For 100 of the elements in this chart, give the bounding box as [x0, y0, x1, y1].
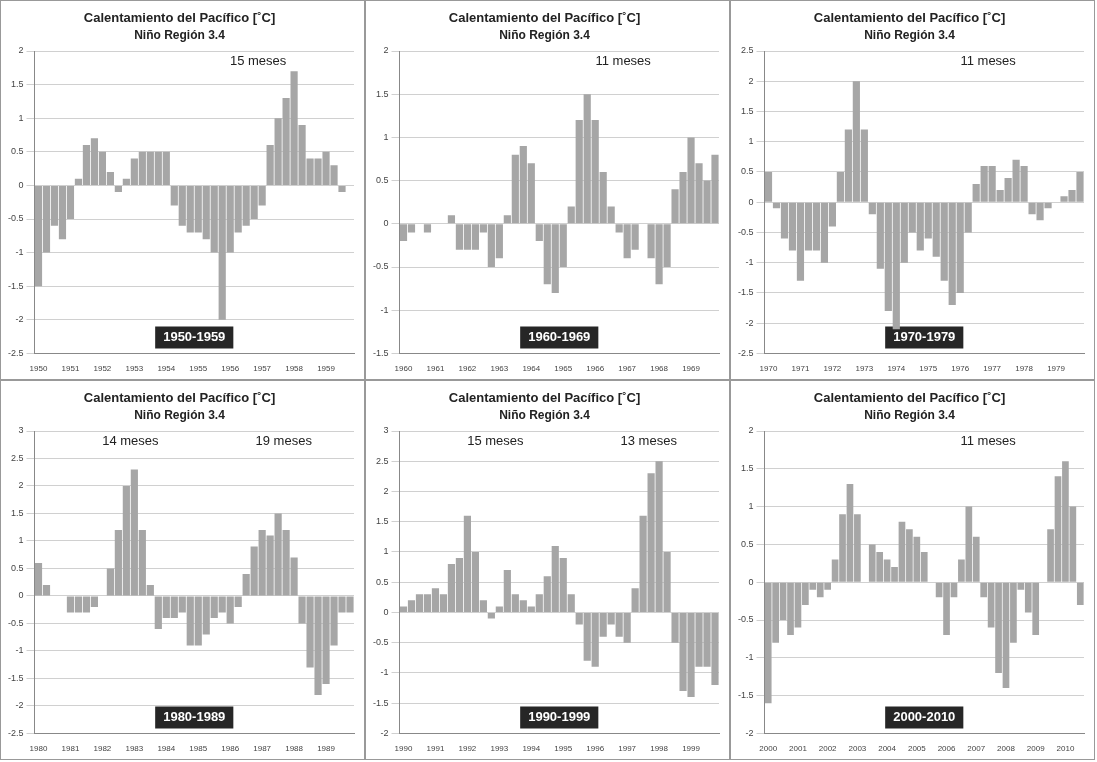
x-tick-label: 1978 [1015, 364, 1034, 374]
chart-title: Calentamiento del Pacífico [˚C] [813, 390, 1006, 406]
y-tick-label: -1 [15, 247, 24, 258]
y-tick-label: -2 [745, 317, 754, 328]
x-tick-label: 1977 [983, 364, 1002, 374]
x-tick-label: 1983 [125, 744, 144, 754]
y-tick-label: -1 [745, 257, 754, 268]
x-tick-label: 1984 [157, 744, 176, 754]
x-tick-label: 1950 [29, 364, 48, 374]
x-tick-label: 1962 [458, 364, 477, 374]
x-tick-label: 1989 [317, 744, 336, 754]
x-tick-label: 1957 [253, 364, 272, 374]
y-tick-label: 1 [18, 535, 24, 546]
x-tick-label: 1965 [554, 364, 573, 374]
y-tick-label: 0.5 [10, 562, 24, 573]
y-tick-label: 1 [383, 546, 389, 557]
x-tick-label: 1996 [586, 744, 605, 754]
annotation: 1990-1999 [528, 708, 591, 724]
y-tick-label: -2 [15, 314, 24, 325]
x-tick-label: 1971 [791, 364, 810, 374]
x-tick-label: 1997 [618, 744, 637, 754]
y-tick-label: 3 [383, 425, 389, 436]
x-tick-label: 1953 [125, 364, 144, 374]
annotation: 11 meses [960, 433, 1017, 449]
x-tick-label: 1967 [618, 364, 637, 374]
x-tick-label: 1999 [682, 744, 701, 754]
x-tick-label: 1960 [394, 364, 413, 374]
annotation: 2000-2010 [893, 708, 956, 724]
bar [1076, 582, 1084, 605]
chart-subtitle: Niño Región 3.4 [134, 408, 226, 423]
x-tick-label: 1951 [61, 364, 80, 374]
x-tick-label: 1992 [458, 744, 477, 754]
y-tick-label: 1 [748, 501, 754, 512]
x-tick-label: 2002 [818, 744, 838, 754]
chart-subtitle: Niño Región 3.4 [864, 408, 956, 423]
chart-title: Calentamiento del Pacífico [˚C] [448, 10, 641, 26]
y-tick-label: 2.5 [10, 452, 24, 463]
x-tick-label: 2000 [759, 744, 778, 754]
x-tick-label: 1973 [855, 364, 874, 374]
y-tick-label: -1.5 [737, 287, 754, 298]
y-tick-label: -2 [380, 727, 389, 738]
y-tick-label: 2 [383, 45, 389, 56]
x-tick-label: 2006 [937, 744, 956, 754]
bar [114, 185, 122, 193]
annotation: 1950-1959 [163, 328, 226, 344]
y-tick-label: -2.5 [7, 727, 24, 738]
x-tick-label: 1979 [1047, 364, 1066, 374]
x-tick-label: 1976 [951, 364, 970, 374]
x-tick-label: 1993 [490, 744, 509, 754]
chart-subtitle: Niño Región 3.4 [864, 28, 956, 43]
y-tick-label: 0 [18, 590, 24, 601]
chart-subtitle: Niño Región 3.4 [499, 28, 591, 43]
x-tick-label: 1991 [426, 744, 445, 754]
x-tick-label: 1969 [682, 364, 701, 374]
y-tick-label: 0 [748, 576, 754, 587]
x-tick-label: 1988 [285, 744, 304, 754]
y-tick-label: -1.5 [7, 280, 24, 291]
y-tick-label: -1 [380, 304, 389, 315]
y-tick-label: 0.5 [740, 538, 754, 549]
x-tick-label: 1990 [394, 744, 413, 754]
x-tick-label: 1987 [253, 744, 272, 754]
y-tick-label: -1 [15, 645, 24, 656]
y-tick-label: 2 [748, 75, 754, 86]
annotation: 1980-1989 [163, 708, 226, 724]
y-tick-label: 0.5 [740, 166, 754, 177]
y-tick-label: -1.5 [7, 672, 24, 683]
y-tick-label: -0.5 [737, 614, 754, 625]
y-tick-label: -2.5 [737, 347, 754, 358]
annotation: 19 meses [255, 433, 313, 449]
y-tick-label: -0.5 [372, 637, 389, 648]
y-tick-label: 0.5 [375, 576, 389, 587]
x-tick-label: 1995 [554, 744, 573, 754]
chart-title: Calentamiento del Pacífico [˚C] [83, 390, 276, 406]
x-tick-label: 1970 [759, 364, 778, 374]
y-tick-label: 0 [18, 179, 24, 190]
y-tick-label: 2 [748, 425, 754, 436]
annotation: 1960-1969 [528, 328, 591, 344]
annotation: 14 meses [102, 433, 160, 449]
y-tick-label: 2 [18, 480, 24, 491]
x-tick-label: 2009 [1026, 744, 1046, 754]
y-tick-label: 1.5 [740, 105, 754, 116]
chart-subtitle: Niño Región 3.4 [134, 28, 226, 43]
annotation: 15 meses [467, 433, 525, 449]
y-tick-label: -1 [745, 652, 754, 663]
chart-title: Calentamiento del Pacífico [˚C] [813, 10, 1006, 26]
x-tick-label: 2003 [848, 744, 867, 754]
x-tick-label: 2007 [967, 744, 986, 754]
y-tick-label: 0 [383, 218, 389, 229]
x-tick-label: 1952 [93, 364, 112, 374]
y-tick-label: -1.5 [737, 690, 754, 701]
x-tick-label: 1980 [29, 744, 48, 754]
x-tick-label: 1966 [586, 364, 605, 374]
x-tick-label: 1963 [490, 364, 509, 374]
y-tick-label: 0.5 [10, 146, 24, 157]
y-tick-label: -0.5 [372, 261, 389, 272]
y-tick-label: 3 [18, 425, 24, 436]
y-tick-label: 0 [383, 606, 389, 617]
x-tick-label: 1956 [221, 364, 240, 374]
y-tick-label: -0.5 [7, 617, 24, 628]
y-tick-label: 2 [18, 45, 24, 56]
